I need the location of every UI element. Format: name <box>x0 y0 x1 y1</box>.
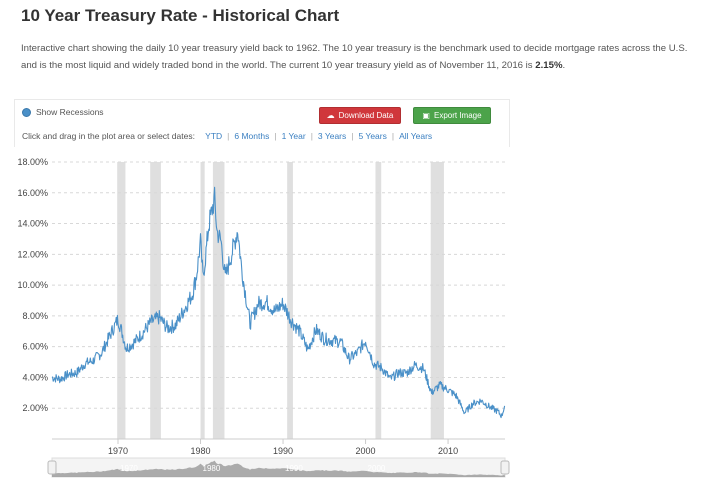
x-tick-label: 1990 <box>273 446 293 456</box>
navigator-label: 2000 <box>368 464 386 473</box>
recession-bands <box>117 162 444 439</box>
recession-band <box>117 162 126 439</box>
x-tick-label: 1970 <box>108 446 128 456</box>
range-6-months[interactable]: 6 Months <box>234 131 270 141</box>
y-tick-label: 8.00% <box>22 311 48 321</box>
range-1-year[interactable]: 1 Year <box>281 131 306 141</box>
y-tick-label: 12.00% <box>17 249 48 259</box>
recession-band <box>430 162 444 439</box>
y-tick-label: 14.00% <box>17 219 48 229</box>
recession-band <box>375 162 382 439</box>
x-tick-label: 2000 <box>356 446 376 456</box>
image-icon: ▣ <box>422 111 430 120</box>
navigator-label: 1970 <box>120 464 138 473</box>
range-separator: | <box>310 131 313 141</box>
range-5-years[interactable]: 5 Years <box>358 131 387 141</box>
x-tick-label: 2010 <box>438 446 458 456</box>
gridlines <box>52 161 505 440</box>
navigator-series <box>52 460 505 477</box>
export-image-button[interactable]: ▣ Export Image <box>413 107 491 124</box>
range-separator: | <box>391 131 395 141</box>
x-axis: 1970 1980 1990 2000 2010 <box>108 439 458 456</box>
export-image-label: Export Image <box>433 111 482 120</box>
description: Interactive chart showing the daily 10 y… <box>21 40 697 74</box>
recession-band <box>150 162 161 439</box>
description-text: Interactive chart showing the daily 10 y… <box>21 43 688 71</box>
range-separator: | <box>351 131 354 141</box>
yield-series-line <box>51 186 506 419</box>
range-all-years[interactable]: All Years <box>399 131 433 141</box>
description-end: . <box>562 60 566 71</box>
range-separator: | <box>227 131 230 141</box>
show-recessions-label: Show Recessions <box>36 107 104 117</box>
range-ytd[interactable]: YTD <box>205 131 223 141</box>
navigator-label: 1990 <box>285 464 303 473</box>
navigator-label: 1980 <box>203 464 221 473</box>
recession-band <box>212 162 225 439</box>
page-title: 10 Year Treasury Rate - Historical Chart <box>21 6 340 25</box>
y-tick-label: 18.00% <box>17 157 48 167</box>
navigator-handle[interactable] <box>47 460 57 475</box>
y-tick-label: 4.00% <box>22 372 48 382</box>
recession-toggle-icon <box>22 107 31 117</box>
x-tick-label: 1980 <box>191 446 211 456</box>
current-yield-value: 2.15% <box>535 60 563 71</box>
series-layer <box>51 186 506 419</box>
download-icon: ☁ <box>326 111 335 120</box>
recession-band <box>200 162 205 439</box>
y-axis: 2.00% 4.00% 6.00% 8.00% 10.00% 12.00% 14.00% 16… <box>17 157 48 413</box>
download-data-button[interactable]: ☁ Download Data <box>319 107 401 124</box>
y-tick-label: 2.00% <box>22 403 48 413</box>
range-navigator[interactable]: 1970 1980 1990 2000 <box>47 457 510 478</box>
download-data-label: Download Data <box>338 111 394 120</box>
y-tick-label: 6.00% <box>22 342 48 352</box>
chart-toolbar: Show Recessions ☁ Download Data ▣ Export… <box>14 99 510 147</box>
range-3-years[interactable]: 3 Years <box>317 131 347 141</box>
range-separator: | <box>274 131 277 141</box>
range-prompt: Click and drag in the plot area or selec… <box>22 131 195 141</box>
date-range-selector: Click and drag in the plot area or selec… <box>22 131 432 141</box>
show-recessions-toggle[interactable]: Show Recessions <box>22 107 104 117</box>
y-tick-label: 10.00% <box>17 280 48 290</box>
y-tick-label: 16.00% <box>17 188 48 198</box>
recession-band <box>287 162 293 439</box>
navigator-handle[interactable] <box>500 460 510 475</box>
